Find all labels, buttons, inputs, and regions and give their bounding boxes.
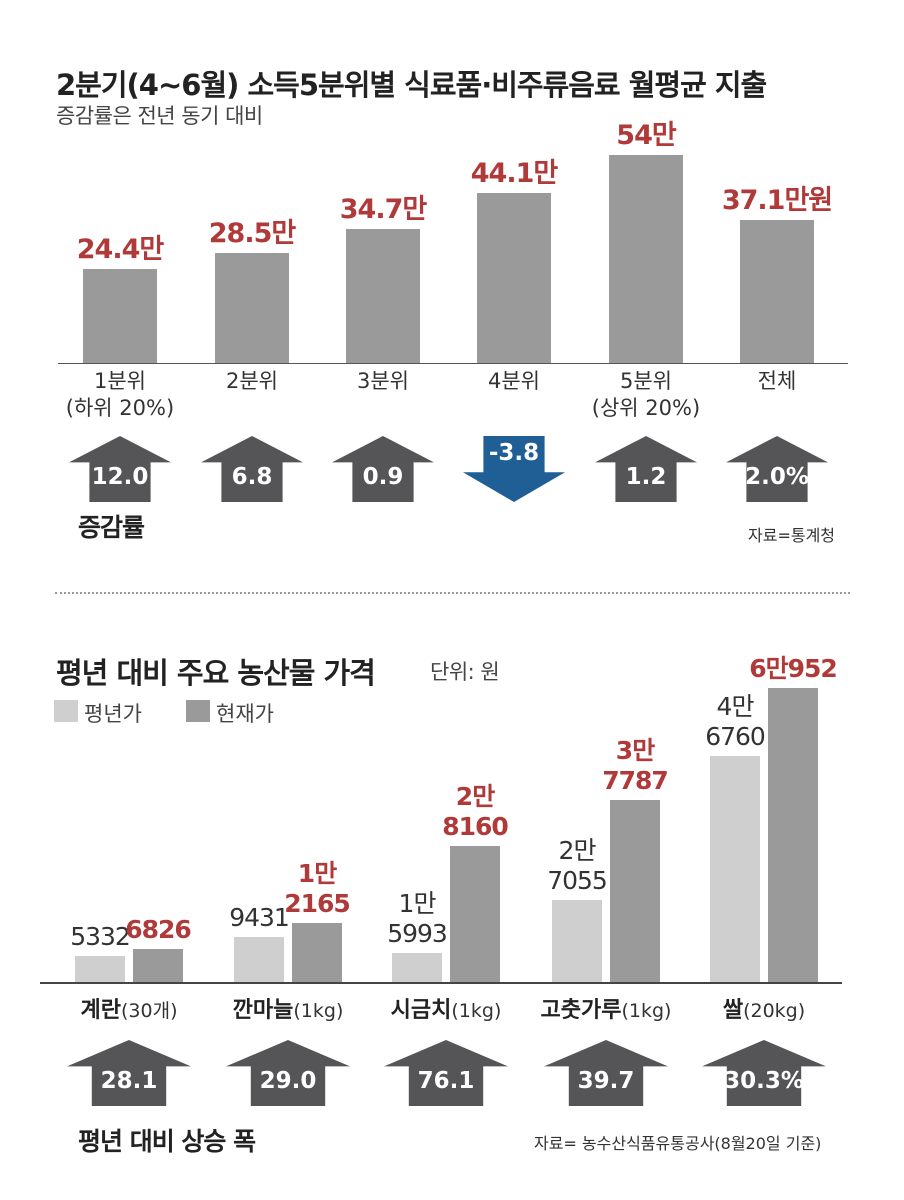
chart2-bar-normal [552,899,602,982]
chart2-change-label: 평년 대비 상승 폭 [78,1127,256,1156]
chart2-category-name: 고춧가루 [540,998,622,1023]
chart1-change-arrow-value: 12.0 [91,464,149,491]
chart2-value-label-current: 3만 7787 [602,735,669,795]
chart1-category-label: 4분위 [487,369,540,393]
chart2-change-arrow-value: 28.1 [100,1068,158,1095]
chart1-change-arrow-value: -3.8 [488,440,540,466]
chart1-change-arrow-value: 2.0% [745,464,809,491]
chart2-bar-current [610,799,660,982]
chart2-category-label: 깐마늘(1kg) [203,992,373,1024]
chart2-category-label: 고춧가루(1kg) [521,992,691,1024]
chart1-value-label: 34.7만 [339,194,427,226]
chart2-bar-normal [234,936,284,982]
chart2-value-label-current: 6826 [125,915,192,945]
chart2-change-arrow-shape [384,1040,508,1106]
chart2-category-unit: (1kg) [293,1000,344,1022]
chart2-change-arrow-shape [226,1040,350,1106]
chart1-bar [477,193,551,363]
chart2-baseline [40,982,842,984]
chart2-category-label: 계란(30개) [44,992,214,1024]
chart2-category-name: 깐마늘 [232,998,294,1023]
chart1-value-label: 28.5만 [208,218,296,250]
chart1-change-arrow-shape [463,436,565,502]
chart1-bar [740,220,814,363]
chart1-change-arrow-shape [201,436,303,502]
chart2-category-unit: (20kg) [743,1000,806,1022]
chart2-value-label-current: 6만952 [749,654,838,683]
chart2-category-name: 쌀 [722,998,744,1023]
chart2-value-label-normal: 1만 5993 [387,889,448,949]
chart1-category-label: 5분위 (상위 20%) [591,369,701,420]
chart2-value-label-current: 2만 8160 [442,782,509,842]
chart2-value-label-current: 1만 2165 [284,859,351,919]
chart1-subtitle: 증감률은 전년 동기 대비 [56,104,263,128]
chart1-title: 2분기(4~6월) 소득5분위별 식료품·비주류음료 월평균 지출 [56,68,767,102]
chart2-category-name: 시금치 [390,998,452,1023]
chart2-bar-current [450,846,500,982]
chart1-change-arrow-value: 1.2 [625,464,667,491]
legend-swatch-current [186,700,210,722]
section-divider [55,592,850,594]
chart1-value-label: 44.1만 [470,158,558,190]
chart1-category-label: 3분위 [356,369,409,393]
chart1-change-arrow-value: 0.9 [362,464,404,491]
chart2-change-arrow-value: 39.7 [577,1068,635,1095]
chart2-bar-current [133,949,183,982]
chart2-value-label-normal: 4만 6760 [705,692,766,752]
chart1-change-arrow-value: 6.8 [231,464,273,491]
chart2-value-label-normal: 2만 7055 [547,835,608,895]
chart1-change-arrow-shape [69,436,171,502]
chart2-value-label-normal: 5332 [70,922,131,952]
chart1-bar [215,253,289,363]
chart1-change-arrow-shape [332,436,434,502]
chart1-value-label: 54만 [616,120,676,151]
chart2-value-label-normal: 9431 [229,902,290,932]
chart2-category-unit: (1kg) [451,1000,502,1022]
chart2-unit: 단위: 원 [430,660,500,684]
chart2-category-unit: (30개) [121,1000,178,1022]
chart2-change-arrow-shape [67,1040,191,1106]
chart2-category-name: 계란 [80,998,121,1023]
chart1-bar [609,155,683,363]
chart1-value-label: 37.1만원 [721,185,833,217]
chart1-baseline [58,363,848,364]
chart2-change-arrow-value: 30.3% [724,1068,804,1095]
chart2-source: 자료= 농수산식품유통공사(8월20일 기준) [534,1134,822,1153]
chart2-category-unit: (1kg) [621,1000,672,1022]
chart1-category-label: 2분위 [225,369,278,393]
chart1-bar [346,229,420,363]
chart1-value-label: 24.4만 [76,234,164,265]
chart1-bar [83,269,157,363]
chart2-bar-normal [710,756,760,982]
chart2-change-arrow-shape [544,1040,668,1106]
chart2-change-arrow-shape [702,1040,826,1106]
chart1-change-arrow-shape [726,436,828,502]
chart2-bar-current [768,688,818,982]
chart1-category-label: 전체 [757,369,797,393]
legend-label-normal: 평년가 [84,702,142,726]
chart2-change-arrow-value: 29.0 [259,1068,317,1095]
chart1-source: 자료=통계청 [748,526,836,545]
chart2-category-label: 시금치(1kg) [361,992,531,1024]
chart2-bar-normal [392,953,442,982]
chart1-change-label: 증감률 [78,513,145,542]
legend-swatch-normal [54,700,78,722]
chart2-category-label: 쌀(20kg) [679,992,849,1024]
chart1-change-arrow-shape [595,436,697,502]
chart2-title: 평년 대비 주요 농산물 가격 [56,656,376,690]
chart2-bar-current [292,923,342,982]
chart2-change-arrow-value: 76.1 [417,1068,475,1095]
legend-label-current: 현재가 [216,702,274,726]
chart1-category-label: 1분위 (하위 20%) [65,369,175,420]
chart2-bar-normal [75,956,125,982]
